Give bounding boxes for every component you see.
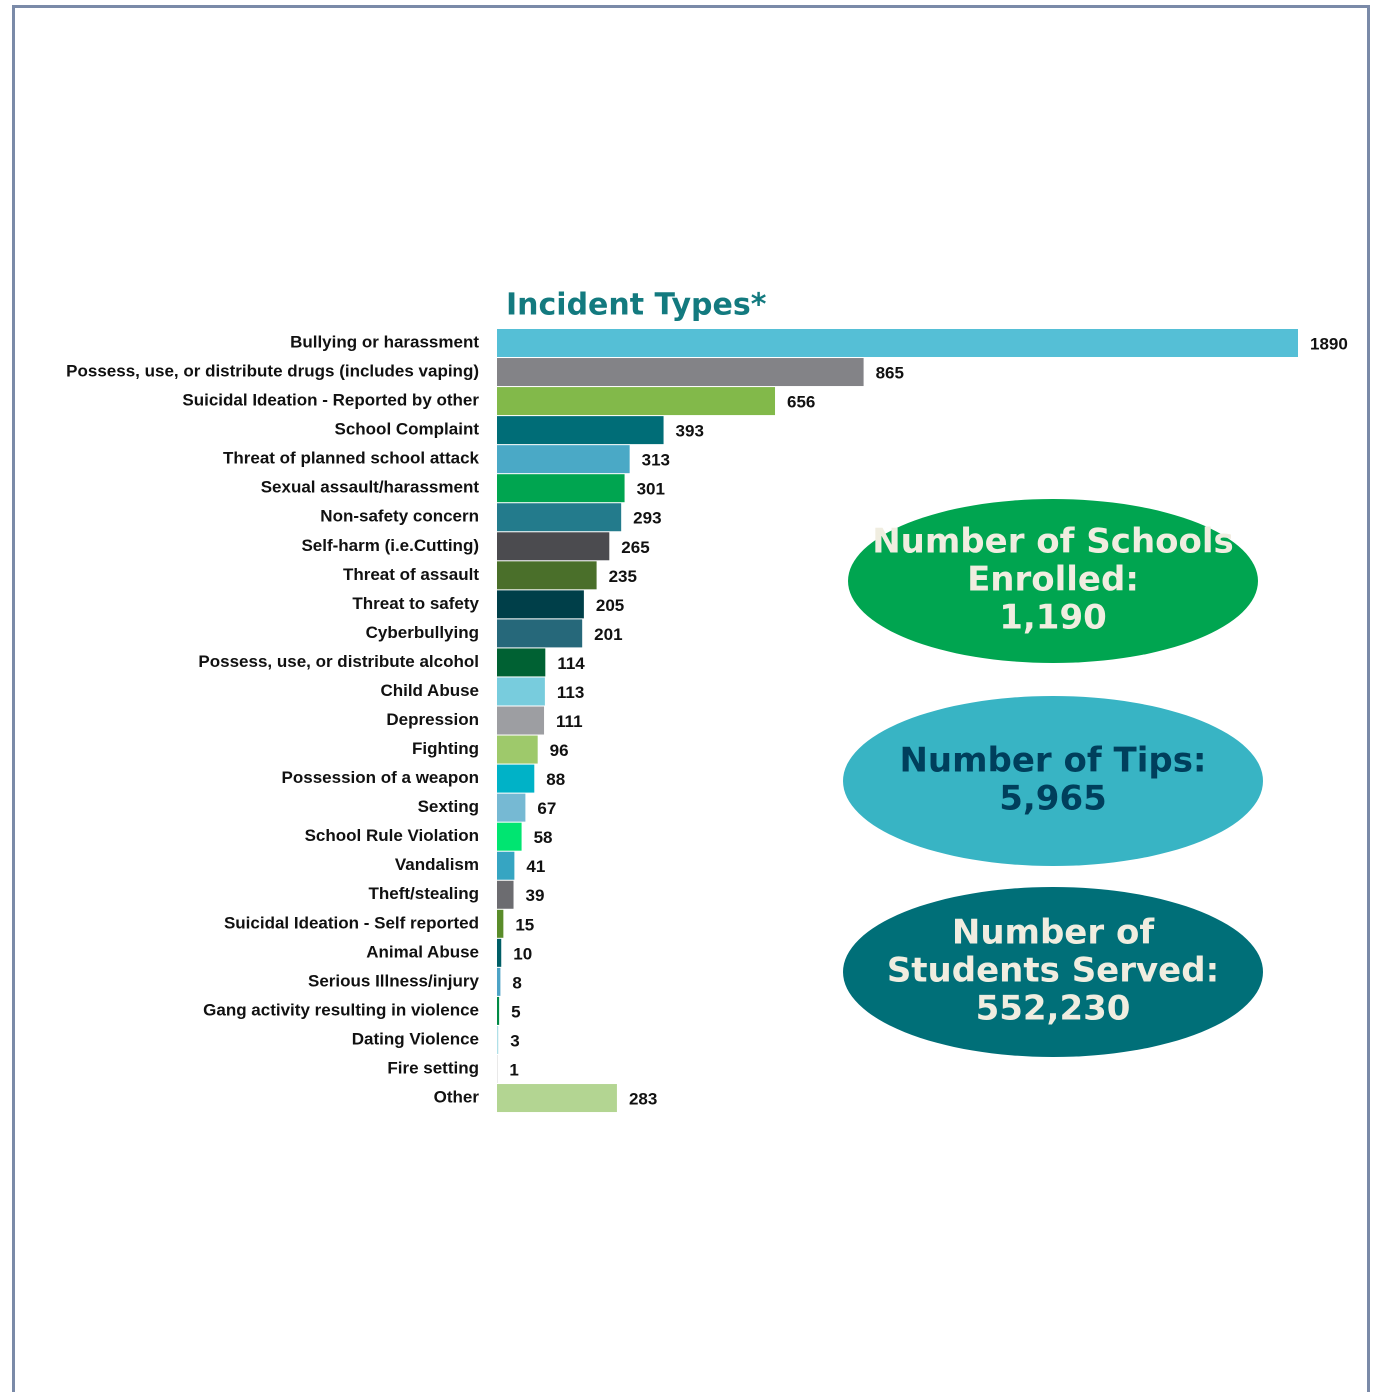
category-label: Possess, use, or distribute drugs (inclu…	[66, 362, 479, 381]
bar	[497, 1084, 617, 1113]
bar	[497, 1025, 499, 1054]
category-label: School Complaint	[335, 420, 480, 439]
bar	[497, 590, 584, 619]
bar	[497, 358, 864, 387]
callout-label: Number of Schools	[872, 522, 1234, 562]
value-label: 58	[534, 828, 553, 847]
category-label: Suicidal Ideation - Reported by other	[182, 391, 479, 410]
category-label: Sexual assault/harassment	[261, 478, 480, 497]
bar	[497, 793, 526, 822]
category-label: Non-safety concern	[320, 507, 479, 526]
value-label: 865	[876, 364, 904, 383]
category-label: Threat of planned school attack	[223, 449, 480, 468]
value-label: 283	[629, 1090, 657, 1109]
category-label: Animal Abuse	[366, 942, 479, 961]
category-label: Possession of a weapon	[282, 768, 479, 787]
bar	[497, 503, 622, 532]
category-label: Cyberbullying	[366, 623, 479, 642]
category-label: Gang activity resulting in violence	[203, 1000, 479, 1019]
category-label: Fighting	[412, 739, 479, 758]
category-label: Bullying or harassment	[290, 332, 479, 351]
callout-value: 552,230	[976, 989, 1131, 1029]
bar	[497, 822, 522, 851]
bar	[497, 561, 597, 590]
bar	[497, 648, 546, 677]
category-label: Dating Violence	[352, 1029, 479, 1048]
category-label: Child Abuse	[380, 681, 479, 700]
value-label: 5	[511, 1002, 520, 1021]
bar	[497, 764, 535, 793]
category-label: Serious Illness/injury	[308, 971, 480, 990]
bar	[497, 909, 504, 938]
category-label: Threat to safety	[352, 594, 479, 613]
value-label: 265	[621, 538, 649, 557]
callout-value: 5,965	[999, 779, 1107, 819]
bar	[497, 329, 1298, 357]
value-label: 114	[557, 654, 585, 673]
value-label: 3	[510, 1031, 519, 1050]
bar	[497, 938, 502, 967]
value-label: 111	[556, 712, 583, 731]
category-label: Depression	[386, 710, 479, 729]
value-label: 41	[526, 857, 545, 876]
bar	[497, 474, 625, 503]
callout	[843, 696, 1263, 866]
bar	[497, 532, 610, 561]
chart-title: Incident Types*	[506, 288, 767, 323]
value-label: 301	[637, 480, 665, 499]
category-label: School Rule Violation	[305, 826, 479, 845]
callout-label: Number of	[952, 913, 1155, 953]
value-label: 88	[546, 770, 565, 789]
value-label: 113	[557, 683, 584, 702]
value-label: 201	[594, 625, 622, 644]
bar	[497, 677, 545, 706]
value-label: 235	[609, 567, 637, 586]
bar	[497, 735, 538, 764]
value-label: 96	[550, 741, 569, 760]
callout	[843, 887, 1263, 1057]
value-label: 67	[537, 799, 556, 818]
bar	[497, 851, 515, 880]
category-label: Suicidal Ideation - Self reported	[224, 913, 479, 932]
category-label: Other	[434, 1088, 480, 1107]
frame	[12, 5, 1370, 1392]
bar	[497, 880, 514, 909]
category-label: Vandalism	[395, 855, 479, 874]
callout-label: Enrolled:	[967, 560, 1139, 600]
value-label: 1	[509, 1060, 518, 1079]
value-label: 313	[642, 451, 670, 470]
category-label: Sexting	[418, 797, 479, 816]
callout-label: Students Served:	[887, 951, 1219, 991]
category-label: Theft/stealing	[368, 884, 479, 903]
value-label: 1890	[1310, 334, 1348, 353]
callout	[848, 499, 1258, 663]
bar	[497, 416, 664, 445]
category-label: Threat of assault	[343, 565, 479, 584]
bar	[497, 967, 501, 996]
bar	[497, 619, 583, 648]
callout-label: Number of Tips:	[899, 741, 1206, 781]
value-label: 10	[513, 944, 532, 963]
value-label: 293	[633, 509, 661, 528]
value-label: 15	[515, 915, 534, 934]
callout-value: 1,190	[999, 598, 1107, 638]
value-label: 39	[526, 886, 545, 905]
bar	[497, 387, 776, 416]
value-label: 8	[512, 973, 521, 992]
value-label: 205	[596, 596, 624, 615]
category-label: Fire setting	[387, 1058, 479, 1077]
bar	[497, 706, 545, 735]
value-label: 393	[676, 422, 704, 441]
bar	[497, 445, 630, 474]
category-label: Self-harm (i.e.Cutting)	[301, 536, 479, 555]
value-label: 656	[787, 393, 815, 412]
category-label: Possess, use, or distribute alcohol	[198, 652, 479, 671]
bar	[497, 996, 500, 1025]
